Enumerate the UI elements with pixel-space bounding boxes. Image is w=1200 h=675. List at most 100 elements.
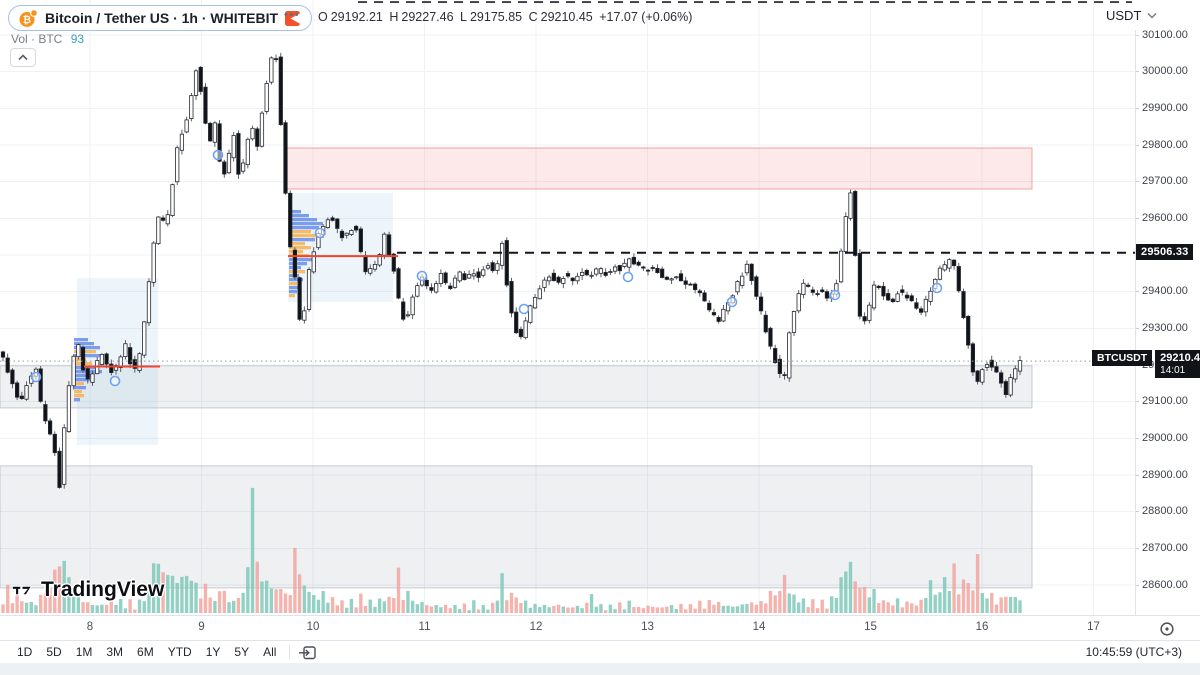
range-button-all[interactable]: All (263, 645, 277, 659)
last-price-value: 29210.45 (1160, 352, 1200, 365)
volume-profile-left (74, 394, 84, 398)
more-options-button[interactable]: ••• (284, 9, 301, 21)
low-label: L (460, 10, 467, 24)
price-scale-border (1135, 30, 1136, 615)
volume-profile-mid (289, 210, 301, 214)
price-tick-mark (1135, 217, 1139, 219)
volume-profile-mid (289, 222, 323, 226)
time-tick-label: 14 (752, 621, 766, 633)
close-label: C (528, 10, 538, 24)
price-tick-mark (1135, 107, 1139, 109)
price-scale[interactable]: 30100.00 30000.00 29900.00 29800.00 29700.00… (1135, 0, 1200, 615)
event-marker-icon (726, 296, 738, 308)
time-tick-label: 13 (641, 621, 654, 633)
event-marker-icon (622, 271, 634, 283)
volume-profile-left (74, 378, 90, 382)
price-tick-label: 30000.00 (1142, 65, 1188, 78)
price-tick-mark (1135, 474, 1139, 476)
time-tick-label: 12 (529, 621, 543, 633)
range-button-5d[interactable]: 5D (46, 645, 62, 659)
currency-selector[interactable]: USDT (1106, 8, 1157, 23)
candles (0, 52, 1023, 489)
volume-label: Vol · BTC (11, 32, 63, 46)
price-tick-label: 29900.00 (1142, 101, 1188, 114)
volume-profile-mid (289, 278, 303, 282)
resistance-zone-red (284, 147, 1033, 190)
support-zone-gray-mid (0, 365, 1033, 409)
price-tick-mark (1135, 71, 1139, 73)
volume-profile-left (74, 390, 82, 394)
bar-countdown: 14:01 (1160, 365, 1186, 377)
price-tick-label: 29700.00 (1142, 175, 1188, 188)
low-value: 29175.85 (469, 10, 523, 24)
close-value: 29210.45 (540, 10, 593, 24)
event-marker-icon (314, 227, 326, 239)
time-tick-label: 17 (1087, 621, 1100, 633)
price-tick-mark (1135, 511, 1139, 513)
volume-value: 93 (70, 32, 85, 46)
volume-profile-mid (289, 234, 319, 238)
scroll-target-button[interactable] (1158, 620, 1176, 638)
volume-profile-mid (289, 286, 301, 290)
symbol-info-button[interactable]: ₿ Bitcoin / Tether US · 1h · WHITEBIT (8, 5, 313, 31)
event-marker-icon (518, 303, 530, 315)
price-level-label: 29506.33 (1136, 244, 1194, 261)
chart-pane[interactable]: TradingView (0, 0, 1135, 615)
range-button-3m[interactable]: 3M (106, 645, 124, 659)
range-button-1d[interactable]: 1D (17, 645, 33, 659)
volume-profile-mid (289, 294, 295, 298)
clock-label[interactable]: 10:45:59 (UTC+3) (1085, 645, 1182, 659)
volume-profile-left (74, 382, 84, 386)
range-button-ytd[interactable]: YTD (167, 645, 192, 659)
change-value: +17.07 (+0.06%) (599, 10, 693, 24)
range-button-5y[interactable]: 5Y (234, 645, 250, 659)
time-tick-label: 16 (975, 621, 989, 633)
price-tick-label: 28700.00 (1142, 541, 1188, 554)
candlestick-chart[interactable] (0, 0, 1135, 615)
price-tick-mark (1135, 547, 1139, 549)
event-marker-icon (416, 270, 428, 282)
range-button-1y[interactable]: 1Y (205, 645, 221, 659)
event-marker-icon (212, 149, 224, 161)
event-marker-icon (829, 289, 841, 301)
volume-profile-left (74, 354, 104, 358)
range-button-6m[interactable]: 6M (137, 645, 154, 659)
price-tick-label: 28800.00 (1142, 505, 1188, 518)
price-tick-mark (1135, 401, 1139, 403)
level-lines (0, 1, 1135, 368)
svg-text:₿: ₿ (23, 14, 31, 26)
volume-profile-mid (289, 246, 311, 250)
price-tick-label: 29800.00 (1142, 138, 1188, 151)
event-marker-icon (30, 371, 42, 383)
price-tick-mark (1135, 291, 1139, 293)
volume-profile-left (74, 358, 86, 362)
time-tick-label: 15 (864, 621, 877, 633)
symbol-title: Bitcoin / Tether US · 1h · WHITEBIT (45, 10, 279, 26)
time-axis[interactable]: 8 9 10 11 12 13 14 15 16 17 (0, 615, 1200, 640)
event-markers (30, 149, 943, 387)
volume-profile-left (74, 386, 86, 390)
collapse-pane-button[interactable] (10, 48, 36, 67)
open-label: O (318, 10, 328, 24)
toolbar-divider (289, 645, 291, 659)
volume-profile-mid (289, 258, 313, 262)
event-marker-icon (931, 282, 943, 294)
high-label: H (389, 10, 399, 24)
time-tick-label: 10 (306, 621, 320, 633)
price-tick-label: 29400.00 (1142, 285, 1188, 298)
price-tick-label: 28600.00 (1142, 578, 1188, 591)
price-tick-mark (1135, 327, 1139, 329)
volume-indicator-row: Vol · BTC 93 (11, 32, 84, 46)
range-button-1m[interactable]: 1M (75, 645, 93, 659)
price-tick-label: 30100.00 (1142, 28, 1188, 41)
volume-profile-left (74, 338, 88, 342)
go-to-date-button[interactable] (298, 644, 317, 661)
ohlc-readout: O 29192.21 H 29227.46 L 29175.85 C 29210.45 … (318, 10, 695, 24)
volume-profile-mid (289, 218, 317, 222)
volume-profile-mid (289, 214, 309, 218)
time-tick-label: 9 (198, 621, 205, 633)
grid (0, 0, 1135, 615)
last-price-box: 29210.45 14:01 (1155, 350, 1200, 379)
price-tick-label: 29600.00 (1142, 211, 1188, 224)
